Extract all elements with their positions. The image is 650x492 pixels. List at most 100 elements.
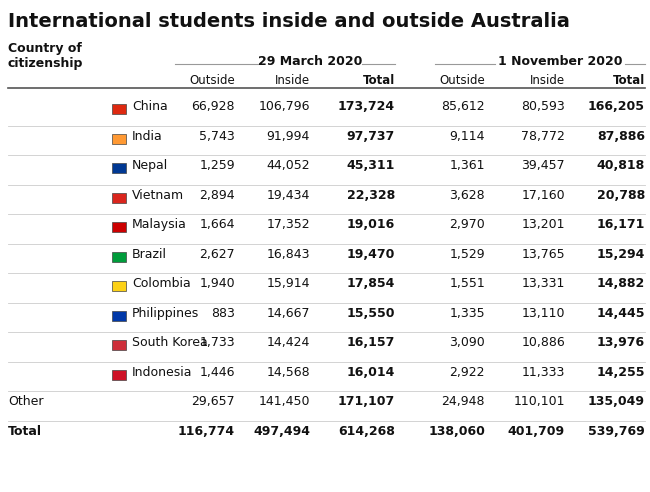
Text: Total: Total [363,74,395,87]
Text: 91,994: 91,994 [266,130,310,143]
Text: 29 March 2020: 29 March 2020 [258,55,362,68]
Text: 14,882: 14,882 [597,277,645,290]
Bar [112,340,126,350]
Text: 2,922: 2,922 [450,366,485,379]
Text: Colombia: Colombia [132,277,190,290]
Text: Inside: Inside [530,74,565,87]
Text: 22,328: 22,328 [346,189,395,202]
Text: 14,445: 14,445 [597,307,645,320]
Text: 15,550: 15,550 [346,307,395,320]
Bar [112,281,126,291]
Text: 11,333: 11,333 [521,366,565,379]
Text: 66,928: 66,928 [192,100,235,114]
Text: Country of
citizenship: Country of citizenship [8,42,83,70]
Text: Vietnam: Vietnam [132,189,184,202]
Text: 110,101: 110,101 [514,396,565,408]
Text: 80,593: 80,593 [521,100,565,114]
Bar [112,370,126,380]
Text: 166,205: 166,205 [588,100,645,114]
Bar [112,104,126,114]
Text: Indonesia: Indonesia [132,366,192,379]
Text: 85,612: 85,612 [441,100,485,114]
Text: 1,446: 1,446 [200,366,235,379]
Text: 141,450: 141,450 [259,396,310,408]
Text: 13,201: 13,201 [521,218,565,231]
Text: 1,551: 1,551 [449,277,485,290]
Text: 14,568: 14,568 [266,366,310,379]
Text: 78,772: 78,772 [521,130,565,143]
Text: 97,737: 97,737 [346,130,395,143]
Text: 1,335: 1,335 [449,307,485,320]
Text: 539,769: 539,769 [588,425,645,438]
Text: 2,970: 2,970 [449,218,485,231]
Text: 45,311: 45,311 [346,159,395,172]
Text: Philippines: Philippines [132,307,200,320]
Text: 44,052: 44,052 [266,159,310,172]
Text: 171,107: 171,107 [338,396,395,408]
Text: India: India [132,130,162,143]
Text: 13,976: 13,976 [597,337,645,349]
Text: 116,774: 116,774 [178,425,235,438]
Text: Brazil: Brazil [132,248,167,261]
Text: 19,016: 19,016 [346,218,395,231]
Text: 138,060: 138,060 [428,425,485,438]
Bar [112,252,126,262]
Text: 39,457: 39,457 [521,159,565,172]
Text: China: China [132,100,168,114]
Text: 497,494: 497,494 [253,425,310,438]
Bar [112,163,126,173]
Text: International students inside and outside Australia: International students inside and outsid… [8,12,570,31]
Text: 1,940: 1,940 [200,277,235,290]
Text: 20,788: 20,788 [597,189,645,202]
Text: 883: 883 [211,307,235,320]
Bar [112,311,126,321]
Text: 1,664: 1,664 [200,218,235,231]
Text: 1,733: 1,733 [200,337,235,349]
Text: 173,724: 173,724 [338,100,395,114]
Text: 15,914: 15,914 [266,277,310,290]
Text: 9,114: 9,114 [450,130,485,143]
Text: 3,628: 3,628 [449,189,485,202]
Bar [112,193,126,203]
Text: Outside: Outside [189,74,235,87]
Text: 40,818: 40,818 [597,159,645,172]
Text: 17,352: 17,352 [266,218,310,231]
Text: 24,948: 24,948 [441,396,485,408]
Text: 87,886: 87,886 [597,130,645,143]
Text: 16,157: 16,157 [346,337,395,349]
Text: Inside: Inside [275,74,310,87]
Text: 106,796: 106,796 [259,100,310,114]
Text: 29,657: 29,657 [191,396,235,408]
Text: 1,529: 1,529 [449,248,485,261]
Text: Malaysia: Malaysia [132,218,187,231]
Text: 14,255: 14,255 [597,366,645,379]
Bar [112,222,126,232]
Text: Total: Total [613,74,645,87]
Text: 16,014: 16,014 [346,366,395,379]
Text: 5,743: 5,743 [200,130,235,143]
Bar [112,134,126,144]
Text: Other: Other [8,396,44,408]
Text: 1,259: 1,259 [200,159,235,172]
Text: 2,627: 2,627 [200,248,235,261]
Text: Outside: Outside [439,74,485,87]
Text: 614,268: 614,268 [338,425,395,438]
Text: 13,110: 13,110 [521,307,565,320]
Text: 16,171: 16,171 [597,218,645,231]
Text: 19,434: 19,434 [266,189,310,202]
Text: Nepal: Nepal [132,159,168,172]
Text: 1,361: 1,361 [450,159,485,172]
Text: 19,470: 19,470 [346,248,395,261]
Text: 17,854: 17,854 [346,277,395,290]
Text: 16,843: 16,843 [266,248,310,261]
Text: 13,765: 13,765 [521,248,565,261]
Text: 14,667: 14,667 [266,307,310,320]
Text: 14,424: 14,424 [266,337,310,349]
Text: 3,090: 3,090 [449,337,485,349]
Text: 2,894: 2,894 [200,189,235,202]
Text: 15,294: 15,294 [597,248,645,261]
Text: 135,049: 135,049 [588,396,645,408]
Text: Total: Total [8,425,42,438]
Text: 17,160: 17,160 [521,189,565,202]
Text: South Korea: South Korea [132,337,208,349]
